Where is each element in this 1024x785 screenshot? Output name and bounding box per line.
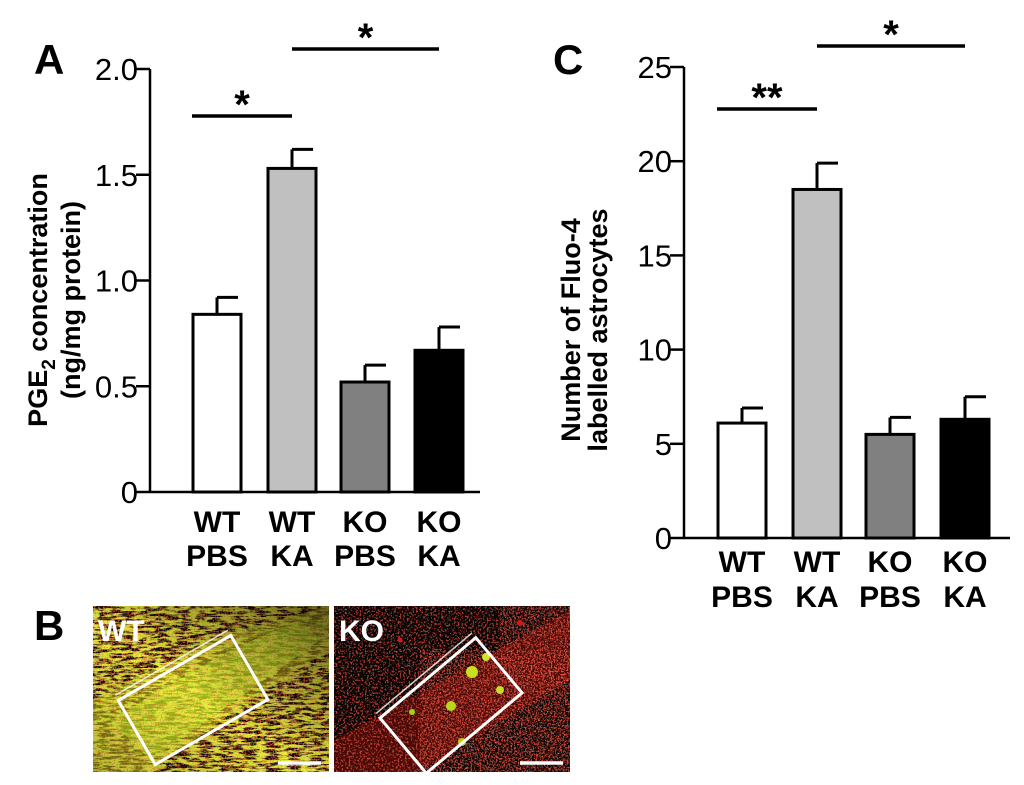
panel-c-y-axis-label-line1: Number of Fluo-4: [556, 218, 586, 442]
panel-a-bar-ko-pbs: [339, 380, 391, 494]
panel-c-chart: C Number of Fluo-4 labelled astrocytes 0…: [553, 13, 1010, 614]
panel-a-y-tick-label: 0: [121, 475, 138, 510]
panel-a-category-label: KO: [343, 506, 388, 539]
panel-a-category-label: PBS: [186, 540, 248, 573]
panel-c-significance-star: **: [751, 76, 783, 120]
panel-c-category-label: WT: [719, 546, 766, 579]
panel-c-letter: C: [553, 36, 583, 83]
wt-roi-box: [114, 629, 270, 767]
ko-roi-box: [375, 632, 525, 772]
panel-a-bar-ko-ka: [413, 348, 465, 494]
panel-c-category-label: KO: [868, 546, 913, 579]
panel-c-y-tick-label: 20: [638, 144, 672, 179]
panel-c-bar-ko-pbs: [864, 432, 916, 540]
panel-c-category-label: KA: [943, 581, 986, 614]
panel-b-micrographs: B WT: [34, 602, 570, 772]
panel-c-significance: ***: [717, 13, 965, 120]
panel-a-category-label: WT: [269, 506, 316, 539]
panel-c-significance-star: *: [883, 13, 899, 57]
panel-a-bar-wt-ka: [266, 166, 318, 494]
panel-c-bar-wt-ka: [791, 187, 843, 540]
panel-a-category-label: PBS: [334, 540, 396, 573]
panel-a-y-tick-label: 2.0: [95, 52, 138, 87]
panel-c-y-tick-label: 15: [638, 238, 672, 273]
panel-a-category-label: KO: [417, 506, 462, 539]
panel-c-bar-ko-ka: [939, 417, 991, 540]
panel-a-significance-star: *: [358, 16, 374, 60]
panel-a-significance: **: [192, 16, 439, 127]
panel-c-category-label: KO: [943, 546, 988, 579]
panel-a-category-label: WT: [194, 506, 241, 539]
panel-c-category-label: WT: [794, 546, 841, 579]
panel-c-bar-wt-pbs: [716, 421, 768, 540]
panel-c-y-axis-label-line2: labelled astrocytes: [583, 208, 613, 451]
ko-micrograph-label: KO: [339, 615, 384, 648]
panel-c-y-tick-label: 25: [638, 50, 672, 85]
panel-c-y-tick-label: 10: [638, 333, 672, 368]
panel-c-category-label: KA: [795, 581, 838, 614]
panel-c-y-tick-label: 5: [655, 427, 672, 462]
ko-astrocyte-cells: [397, 620, 523, 746]
panel-a-chart: A PGE2 concentration (ng/mg protein) 0 0.…: [23, 16, 480, 573]
panel-c-category-label: PBS: [859, 581, 921, 614]
wt-micrograph: [93, 606, 329, 772]
panel-a-y-tick-label: 1.5: [95, 158, 138, 193]
panel-c-category-label: PBS: [711, 581, 773, 614]
ko-micrograph: [334, 606, 570, 772]
panel-a-y-tick-label: 0.5: [95, 369, 138, 404]
panel-a-y-axis-label: PGE2 concentration: [23, 173, 60, 427]
panel-a-significance-star: *: [234, 83, 250, 127]
panel-c-y-tick-label: 0: [655, 521, 672, 556]
panel-a-category-label: KA: [270, 540, 313, 573]
panel-b-letter: B: [34, 602, 64, 649]
panel-a-category-label: KA: [417, 540, 460, 573]
panel-a-y-axis-label-units: (ng/mg protein): [56, 201, 86, 399]
panel-a-bar-wt-pbs: [191, 312, 243, 494]
panel-a-letter: A: [34, 36, 64, 83]
wt-micrograph-label: WT: [98, 615, 145, 648]
panel-a-y-tick-label: 1.0: [95, 264, 138, 299]
